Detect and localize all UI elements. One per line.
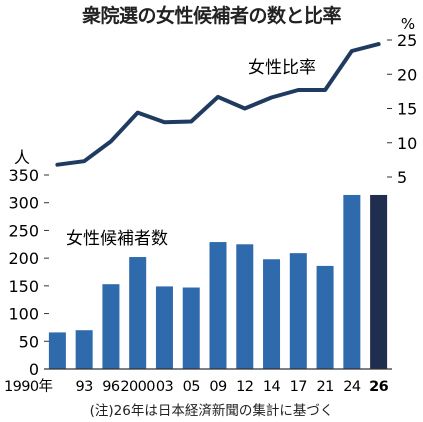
bar-9 (289, 253, 307, 369)
ratio-point-7 (243, 107, 247, 110)
ratio-point-11 (350, 49, 354, 53)
right-tick-label: 20 (397, 65, 417, 84)
ratio-point-4 (162, 120, 166, 124)
bar-12 (370, 194, 388, 369)
bar-7 (236, 244, 254, 369)
left-tick-label: 300 (8, 194, 39, 213)
ratio-point-12 (377, 42, 381, 46)
right-axis-unit: % (401, 15, 415, 33)
ratio-point-9 (296, 88, 300, 92)
bar-8 (263, 259, 281, 369)
x-tick-label: 93 (76, 379, 94, 395)
bar-3 (129, 257, 147, 369)
left-tick-label: 0 (29, 360, 39, 379)
x-tick-label: 26 (369, 379, 388, 395)
left-tick-label: 200 (8, 249, 39, 268)
ratio-point-5 (189, 120, 193, 124)
bar-4 (155, 286, 173, 369)
right-tick-label: 10 (397, 134, 417, 153)
left-tick-label: 100 (8, 305, 39, 324)
left-tick-label: 50 (19, 332, 39, 351)
x-tick-label: 21 (316, 379, 333, 395)
bar-series-label: 女性候補者数 (66, 229, 168, 249)
x-tick-label: 2000 (120, 379, 155, 395)
bar-5 (182, 287, 200, 369)
ratio-point-8 (270, 96, 274, 100)
footnote: (注)26年は日本経済新聞の集計に基づく (89, 403, 334, 419)
bar-series-candidates (48, 194, 388, 369)
bar-6 (209, 242, 227, 369)
ratio-point-2 (109, 139, 113, 143)
x-tick-label: 12 (236, 379, 253, 395)
ratio-point-3 (136, 111, 140, 115)
ratio-point-0 (55, 163, 59, 167)
left-tick-label: 150 (8, 277, 39, 296)
ratio-point-6 (216, 95, 220, 99)
bar-10 (316, 265, 334, 369)
line-series-ratio (55, 42, 381, 167)
line-series-label: 女性比率 (248, 58, 316, 78)
bar-1 (75, 330, 93, 369)
x-tick-label: 96 (102, 379, 120, 395)
x-tick-label: 24 (343, 379, 361, 395)
right-tick-label: 5 (397, 168, 407, 187)
right-tick-label: 15 (397, 100, 417, 119)
right-axis: 5 10 15 20 25% (387, 15, 417, 187)
ratio-point-1 (82, 159, 86, 163)
ratio-point-10 (323, 88, 327, 92)
ratio-line (55, 42, 381, 167)
left-tick-label: 350 (8, 166, 39, 185)
x-tick-label: 1990年 (4, 378, 53, 395)
bar-0 (48, 332, 66, 369)
x-tick-label: 03 (156, 379, 174, 395)
bar-11 (343, 194, 361, 369)
x-tick-label: 09 (209, 379, 227, 395)
bar-2 (102, 284, 120, 369)
left-tick-label: 250 (8, 221, 39, 240)
left-axis-unit: 人 (14, 148, 30, 167)
chart-title: 衆院選の女性候補者の数と比率 (81, 5, 342, 27)
x-tick-label: 14 (263, 379, 281, 395)
x-tick-label: 17 (290, 379, 307, 395)
x-axis-labels: 1990年 93 96 2000 03 05 09 12 14 17 21 24 26 (4, 378, 389, 395)
x-tick-label: 05 (183, 379, 200, 395)
right-tick-label: 25 (397, 31, 417, 50)
